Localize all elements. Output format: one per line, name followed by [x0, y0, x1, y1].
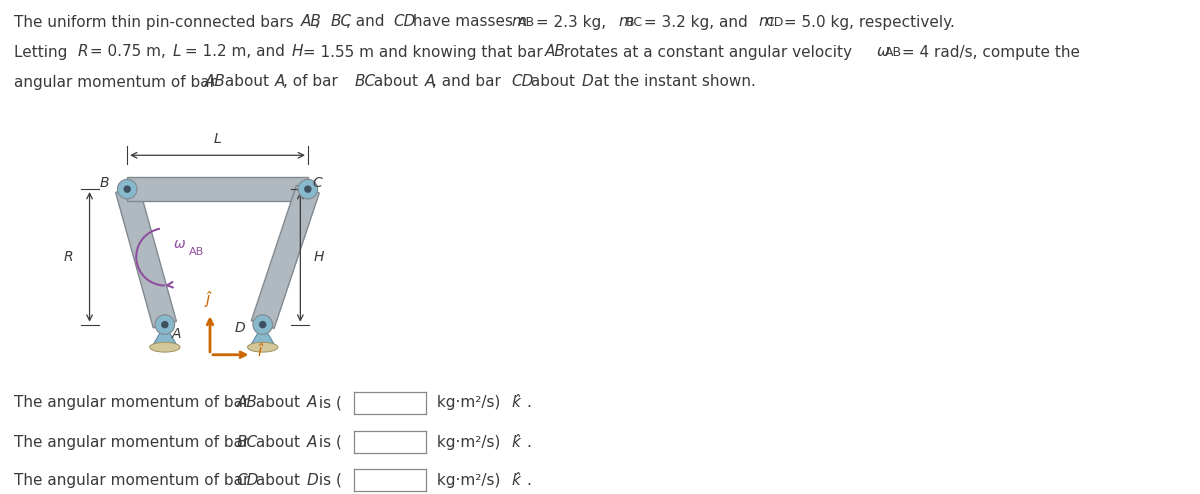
Text: BC: BC: [626, 15, 643, 29]
Text: C: C: [313, 176, 323, 190]
Text: AB: AB: [188, 247, 204, 257]
Text: = 0.75 m,: = 0.75 m,: [85, 44, 172, 59]
Text: about: about: [252, 435, 305, 450]
Polygon shape: [250, 325, 276, 347]
Circle shape: [124, 186, 131, 192]
Text: m: m: [511, 14, 526, 30]
Text: about: about: [368, 75, 422, 89]
Text: is (: is (: [314, 395, 342, 410]
Text: D: D: [307, 473, 319, 488]
Circle shape: [305, 186, 311, 192]
Text: = 1.55 m and knowing that bar: = 1.55 m and knowing that bar: [299, 44, 548, 59]
Text: AB: AB: [884, 45, 901, 58]
Circle shape: [298, 179, 318, 199]
Text: m: m: [619, 14, 634, 30]
Ellipse shape: [247, 342, 278, 352]
Text: A: A: [275, 75, 286, 89]
Polygon shape: [251, 185, 319, 329]
Text: about: about: [220, 75, 274, 89]
Text: D: D: [235, 322, 246, 335]
Text: ĵ: ĵ: [205, 291, 210, 307]
Text: k̂: k̂: [511, 473, 521, 488]
Text: about: about: [252, 395, 305, 410]
Text: AB: AB: [236, 395, 258, 410]
Text: CD: CD: [766, 15, 784, 29]
Text: R: R: [64, 250, 73, 264]
Text: CD: CD: [236, 473, 259, 488]
Text: H: H: [292, 44, 302, 59]
Text: have masses: have masses: [408, 14, 517, 30]
Circle shape: [118, 179, 137, 199]
Text: .: .: [526, 435, 532, 450]
Text: kg·m²/s): kg·m²/s): [432, 395, 505, 410]
Text: at the instant shown.: at the instant shown.: [589, 75, 756, 89]
Text: BC: BC: [354, 75, 376, 89]
Text: = 5.0 kg, respectively.: = 5.0 kg, respectively.: [779, 14, 954, 30]
Text: L: L: [173, 44, 181, 59]
Text: A: A: [307, 435, 318, 450]
Text: AB: AB: [518, 15, 535, 29]
Text: is (: is (: [314, 435, 342, 450]
Circle shape: [253, 315, 272, 334]
Text: angular momentum of bar: angular momentum of bar: [14, 75, 221, 89]
Text: CD: CD: [511, 75, 534, 89]
Text: = 4 rad/s, compute the: = 4 rad/s, compute the: [898, 44, 1080, 59]
Text: The angular momentum of bar: The angular momentum of bar: [14, 473, 254, 488]
Text: AB: AB: [300, 14, 322, 30]
Text: H: H: [314, 250, 324, 264]
Text: î: î: [258, 344, 262, 359]
Text: The angular momentum of bar: The angular momentum of bar: [14, 395, 254, 410]
Circle shape: [155, 315, 175, 334]
Text: kg·m²/s): kg·m²/s): [432, 473, 505, 488]
Text: about: about: [252, 473, 305, 488]
Text: rotates at a constant angular velocity: rotates at a constant angular velocity: [559, 44, 857, 59]
Text: ω: ω: [877, 44, 890, 59]
Text: The uniform thin pin-connected bars: The uniform thin pin-connected bars: [14, 14, 299, 30]
Text: = 3.2 kg, and: = 3.2 kg, and: [640, 14, 752, 30]
Text: , and: , and: [346, 14, 389, 30]
Text: k̂: k̂: [511, 395, 521, 410]
Text: Letting: Letting: [14, 44, 73, 59]
Text: ,: ,: [316, 14, 325, 30]
Text: CD: CD: [394, 14, 415, 30]
Text: is (: is (: [314, 473, 342, 488]
Text: L: L: [214, 132, 222, 146]
Text: BC: BC: [331, 14, 352, 30]
Text: AB: AB: [205, 75, 226, 89]
Text: .: .: [526, 395, 532, 410]
Text: , and bar: , and bar: [432, 75, 505, 89]
Text: m: m: [758, 14, 773, 30]
Text: = 2.3 kg,: = 2.3 kg,: [532, 14, 611, 30]
Text: ω: ω: [174, 237, 186, 251]
Text: kg·m²/s): kg·m²/s): [432, 435, 505, 450]
Text: The angular momentum of bar: The angular momentum of bar: [14, 435, 254, 450]
Text: k̂: k̂: [511, 435, 521, 450]
Polygon shape: [151, 325, 178, 347]
Text: A: A: [307, 395, 318, 410]
Text: , of bar: , of bar: [283, 75, 342, 89]
Text: D: D: [581, 75, 593, 89]
Text: A: A: [172, 327, 181, 341]
Polygon shape: [115, 186, 176, 328]
Text: BC: BC: [236, 435, 258, 450]
Circle shape: [162, 322, 168, 328]
Text: = 1.2 m, and: = 1.2 m, and: [180, 44, 289, 59]
Text: R: R: [78, 44, 89, 59]
Circle shape: [259, 322, 265, 328]
Text: .: .: [526, 473, 532, 488]
Text: AB: AB: [545, 44, 565, 59]
Polygon shape: [127, 177, 308, 201]
Text: B: B: [100, 176, 109, 190]
Ellipse shape: [150, 342, 180, 352]
Text: about: about: [526, 75, 580, 89]
Text: A: A: [425, 75, 434, 89]
